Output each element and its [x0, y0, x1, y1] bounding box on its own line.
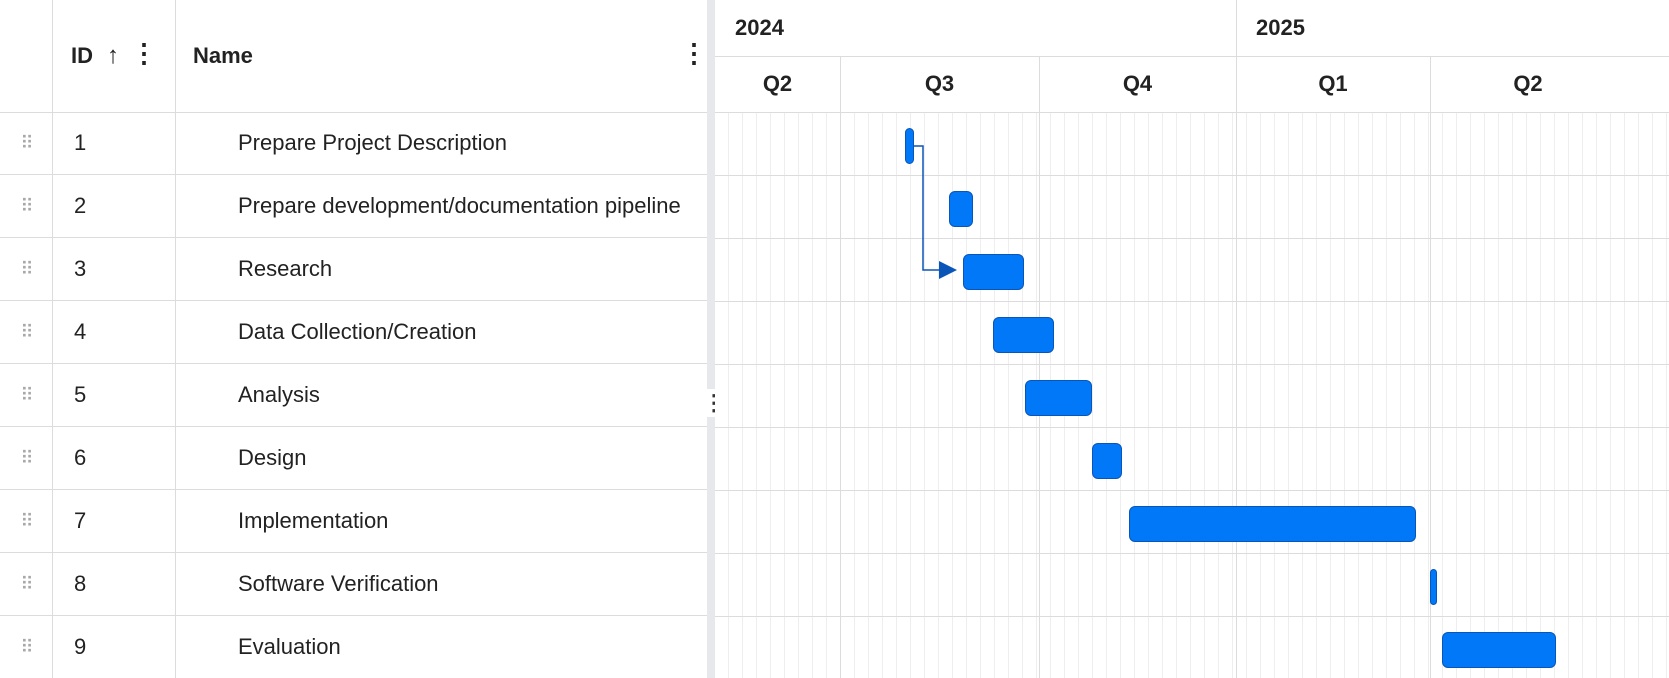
id-column-header[interactable]: ID ↑ ⋮: [53, 0, 176, 112]
kebab-menu-icon[interactable]: ⋮: [131, 38, 157, 68]
task-bar[interactable]: [1129, 506, 1416, 542]
task-id: 9: [53, 616, 176, 678]
task-bar[interactable]: [1442, 632, 1556, 668]
task-bar[interactable]: [1025, 380, 1092, 416]
pane-splitter[interactable]: ⋮: [703, 0, 725, 678]
year-cell: 2024: [735, 15, 784, 40]
task-bar[interactable]: [1092, 443, 1122, 479]
name-column-label: Name: [193, 43, 253, 68]
task-name: Analysis: [238, 382, 320, 407]
task-name: Design: [238, 445, 307, 470]
drag-handle-icon[interactable]: ⠿: [0, 490, 53, 552]
arrow-up-icon[interactable]: ↑: [107, 42, 119, 69]
dependency-arrow: [913, 145, 957, 279]
quarter-cell: Q3: [924, 71, 955, 96]
row-divider: [715, 175, 1669, 176]
drag-handle-icon[interactable]: ⠿: [0, 301, 53, 363]
row-divider: [715, 616, 1669, 617]
quarter-divider: [840, 56, 841, 678]
quarter-divider: [1039, 56, 1040, 678]
quarter-divider: [1430, 56, 1431, 678]
task-name: Prepare development/documentation pipeli…: [238, 193, 681, 218]
table-row[interactable]: ⠿ 1 Prepare Project Description: [0, 112, 707, 175]
task-id: 5: [53, 364, 176, 426]
table-row[interactable]: ⠿ 9 Evaluation: [0, 616, 707, 678]
row-divider: [715, 238, 1669, 239]
task-grid: ID ↑ ⋮ Name ⋮ ⠿ 1 Prepare Project Descri…: [0, 0, 707, 678]
timeline-grid: [715, 113, 1669, 678]
grid-header: ID ↑ ⋮ Name ⋮: [0, 0, 707, 113]
kebab-menu-icon[interactable]: ⋮: [681, 38, 707, 68]
row-divider: [715, 364, 1669, 365]
table-row[interactable]: ⠿ 4 Data Collection/Creation: [0, 301, 707, 364]
year-divider: [1236, 0, 1237, 56]
quarter-cell: Q1: [1318, 71, 1348, 96]
table-row[interactable]: ⠿ 3 Research: [0, 238, 707, 301]
drag-column-header: [0, 0, 53, 112]
task-id: 3: [53, 238, 176, 300]
drag-handle-icon[interactable]: ⠿: [0, 238, 53, 300]
quarter-cell: Q2: [1513, 71, 1543, 96]
table-row[interactable]: ⠿ 8 Software Verification: [0, 553, 707, 616]
row-divider: [715, 427, 1669, 428]
drag-handle-icon[interactable]: ⠿: [0, 112, 53, 174]
quarter-cell: Q4: [1122, 71, 1153, 96]
table-row[interactable]: ⠿ 7 Implementation: [0, 490, 707, 553]
task-name: Data Collection/Creation: [238, 319, 477, 344]
drag-handle-icon[interactable]: ⠿: [0, 427, 53, 489]
task-name: Evaluation: [238, 634, 341, 659]
table-row[interactable]: ⠿ 2 Prepare development/documentation pi…: [0, 175, 707, 238]
quarter-divider: [1236, 56, 1237, 678]
task-id: 4: [53, 301, 176, 363]
task-name: Software Verification: [238, 571, 439, 596]
year-header: 2024 2025: [715, 0, 1669, 57]
row-divider: [715, 301, 1669, 302]
task-id: 7: [53, 490, 176, 552]
year-cell: 2025: [1256, 15, 1305, 40]
name-column-header[interactable]: Name ⋮: [176, 0, 707, 112]
task-id: 6: [53, 427, 176, 489]
table-row[interactable]: ⠿ 5 Analysis: [0, 364, 707, 427]
task-bar[interactable]: [963, 254, 1024, 290]
row-divider: [715, 553, 1669, 554]
task-name: Research: [238, 256, 333, 281]
task-id: 1: [53, 112, 176, 174]
task-bar[interactable]: [993, 317, 1054, 353]
drag-handle-icon[interactable]: ⠿: [0, 175, 53, 237]
task-id: 8: [53, 553, 176, 615]
task-bar[interactable]: [1430, 569, 1437, 605]
drag-handle-icon[interactable]: ⠿: [0, 616, 53, 678]
drag-handle-icon[interactable]: ⠿: [0, 553, 53, 615]
gantt-chart: 2024 2025 Q2 Q3 Q4 Q1 Q2: [715, 0, 1669, 678]
id-column-label: ID: [71, 43, 93, 68]
task-bar[interactable]: [949, 191, 973, 227]
task-name: Implementation: [238, 508, 389, 533]
drag-handle-icon[interactable]: ⠿: [0, 364, 53, 426]
task-name: Prepare Project Description: [238, 130, 508, 155]
quarter-header: Q2 Q3 Q4 Q1 Q2: [715, 56, 1669, 113]
row-divider: [715, 490, 1669, 491]
quarter-cell: Q2: [762, 71, 793, 96]
table-row[interactable]: ⠿ 6 Design: [0, 427, 707, 490]
task-id: 2: [53, 175, 176, 237]
task-bar[interactable]: [905, 128, 914, 164]
